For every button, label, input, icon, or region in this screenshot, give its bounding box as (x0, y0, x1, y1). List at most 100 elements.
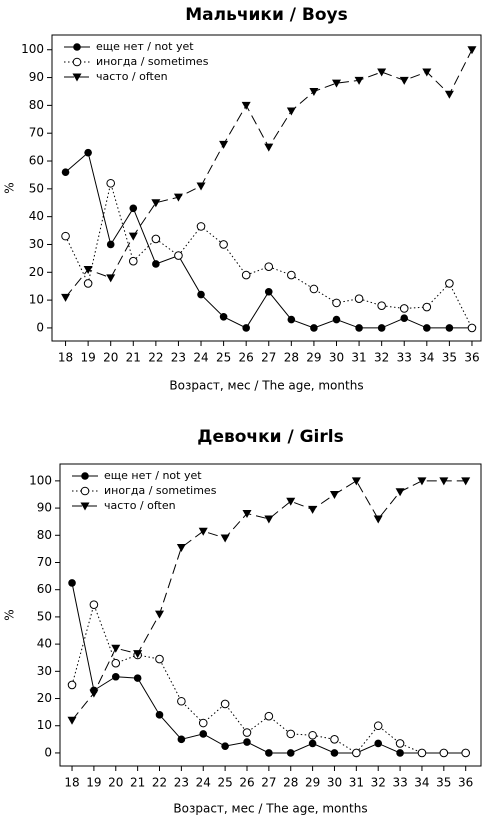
point (330, 735, 339, 744)
point (199, 730, 208, 738)
x-tick-label: 24 (193, 351, 208, 365)
point (155, 654, 164, 664)
point (332, 315, 341, 324)
point (264, 515, 274, 524)
point (395, 739, 405, 748)
x-tick-label: 36 (458, 776, 473, 790)
x-tick-label: 35 (436, 776, 451, 790)
point (196, 182, 206, 191)
x-tick-label: 28 (284, 351, 299, 365)
point (241, 270, 251, 280)
y-tick-label: 30 (29, 237, 44, 251)
point (84, 148, 92, 157)
y-tick-label: 70 (37, 555, 52, 569)
point (287, 270, 296, 280)
point (308, 739, 317, 748)
x-tick-label: 19 (80, 351, 95, 365)
point (111, 658, 121, 668)
y-tick-label: 60 (29, 154, 44, 168)
y-tick-label: 40 (37, 637, 52, 651)
point (83, 266, 93, 275)
point (264, 143, 274, 152)
legend-label: часто / often (96, 70, 168, 83)
point (176, 544, 186, 553)
point (417, 748, 427, 758)
point (331, 79, 341, 88)
y-tick-label: 50 (29, 181, 44, 195)
x-tick-label: 27 (261, 776, 276, 790)
point (151, 199, 161, 208)
point (329, 490, 339, 499)
x-tick-label: 23 (171, 351, 186, 365)
legend-label: часто / often (104, 499, 176, 512)
point (111, 644, 121, 653)
x-tick-label: 30 (327, 776, 342, 790)
point (399, 76, 409, 85)
y-axis-label: % (3, 182, 17, 193)
y-tick-label: 20 (37, 691, 52, 705)
point (174, 251, 183, 260)
point (198, 718, 208, 728)
point (219, 240, 228, 249)
point (151, 234, 161, 244)
point (417, 477, 427, 486)
point (422, 68, 432, 77)
x-tick-label: 21 (130, 776, 145, 790)
plot-frame (51, 34, 482, 342)
y-tick-label: 10 (37, 718, 52, 732)
x-tick-label: 32 (374, 351, 389, 365)
point (373, 515, 383, 524)
point (128, 256, 138, 266)
point (396, 749, 404, 757)
chart-title: Девочки / Girls (197, 427, 343, 447)
point (439, 477, 449, 486)
point (133, 674, 142, 682)
series-line (65, 49, 473, 298)
x-tick-label: 29 (305, 776, 320, 790)
y-tick-label: 40 (29, 209, 44, 223)
x-tick-label: 31 (349, 776, 364, 790)
legend-marker (72, 57, 82, 67)
point (423, 324, 431, 332)
point (152, 260, 160, 268)
point (445, 279, 454, 288)
legend-label: иногда / sometimes (96, 55, 209, 68)
legend-marker (72, 73, 82, 82)
point (89, 689, 99, 698)
y-tick-label: 20 (29, 265, 44, 279)
point (286, 749, 295, 757)
point (352, 748, 361, 758)
point (68, 579, 76, 587)
point (61, 231, 70, 241)
y-tick-label: 0 (36, 320, 44, 334)
point (264, 287, 273, 296)
series-line (65, 151, 472, 329)
x-tick-label: 32 (371, 776, 386, 790)
x-axis-label: Возраст, мес / The age, months (169, 379, 363, 393)
point (155, 610, 165, 619)
point (173, 193, 183, 202)
y-tick-label: 90 (29, 70, 44, 84)
point (242, 324, 250, 332)
point (461, 748, 470, 758)
x-tick-label: 23 (174, 776, 189, 790)
x-tick-label: 22 (152, 776, 167, 790)
point (197, 290, 205, 299)
point (400, 314, 409, 322)
x-tick-label: 30 (329, 351, 344, 365)
x-tick-label: 25 (216, 351, 231, 365)
point (67, 716, 77, 725)
chart-title: Мальчики / Boys (185, 5, 348, 25)
point (351, 477, 361, 486)
point (287, 315, 296, 324)
y-tick-label: 90 (37, 501, 52, 515)
point (445, 324, 454, 332)
x-axis-label: Возраст, мес / The age, months (173, 802, 367, 816)
y-tick-label: 100 (29, 473, 52, 487)
x-tick-label: 22 (148, 351, 163, 365)
point (308, 730, 317, 740)
y-axis-label: % (3, 609, 17, 620)
point (286, 729, 296, 739)
x-tick-label: 29 (306, 351, 321, 365)
point (196, 222, 206, 231)
